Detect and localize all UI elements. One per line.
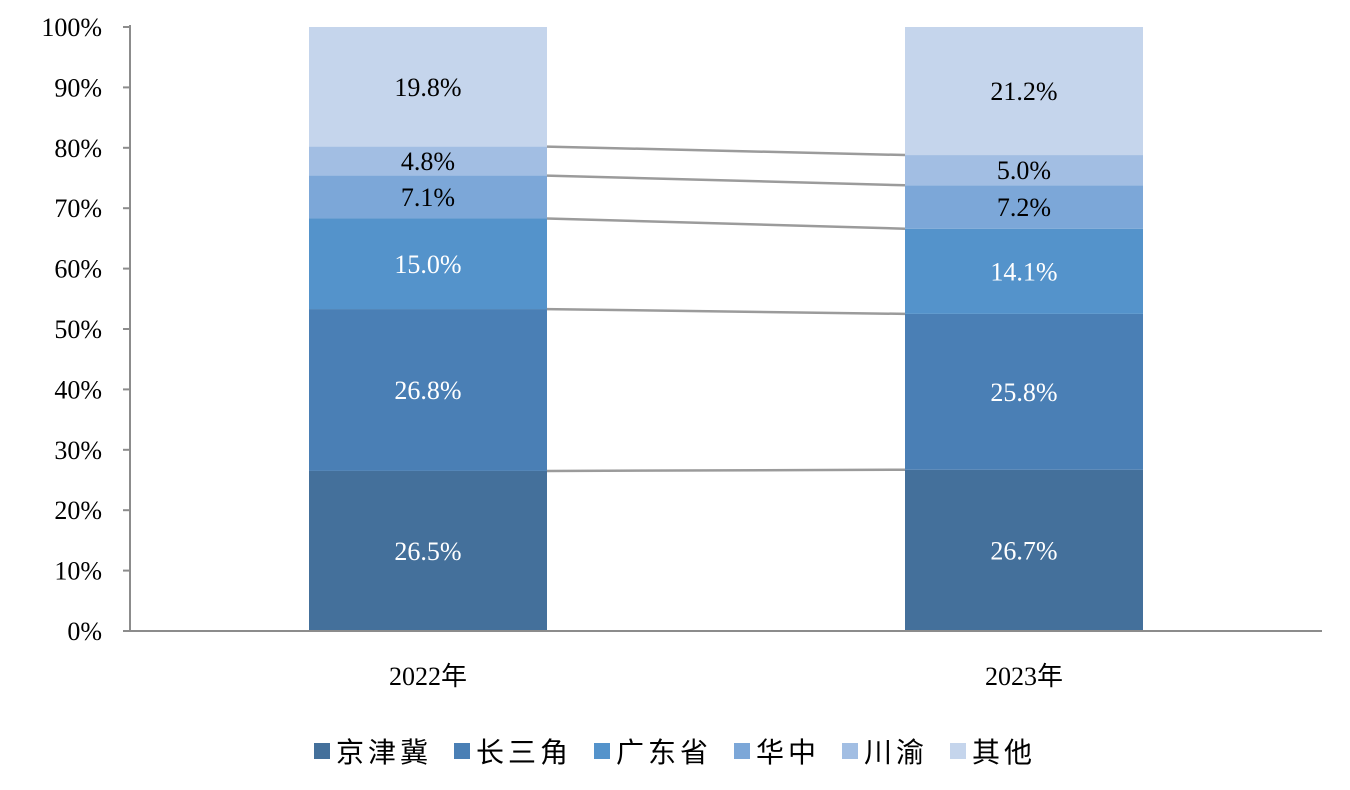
y-tick-label: 20% — [54, 496, 102, 525]
series-line — [546, 217, 906, 230]
bar-segment — [309, 175, 547, 219]
bar-segment — [309, 218, 547, 310]
data-label: 25.8% — [990, 378, 1057, 407]
legend-label: 华中 — [756, 736, 821, 769]
y-tick-label: 40% — [54, 375, 102, 404]
legend-swatch — [593, 743, 610, 759]
bar-segment — [309, 27, 547, 147]
legend-swatch — [842, 743, 859, 759]
data-label: 21.2% — [990, 77, 1057, 106]
bar-segment — [905, 469, 1143, 631]
legend-item: 长三角 — [453, 731, 572, 771]
y-tick-label: 90% — [54, 73, 102, 102]
bar-segment — [309, 470, 547, 631]
bar-segment — [905, 313, 1143, 470]
legend-item: 其他 — [950, 731, 1036, 771]
category-tick-label: 2023年 — [985, 662, 1063, 691]
legend-swatch — [734, 743, 750, 759]
legend: 京津冀 长三角 广东省 华中 川渝 其他 — [0, 726, 1350, 776]
data-label: 14.1% — [990, 257, 1057, 286]
data-label: 26.7% — [990, 536, 1057, 565]
y-tick-label: 100% — [41, 13, 102, 42]
series-line — [546, 307, 906, 316]
legend-item: 华中 — [734, 731, 820, 771]
data-label: 7.2% — [997, 193, 1051, 222]
y-tick-label: 30% — [54, 436, 102, 465]
legend-swatch — [453, 743, 470, 759]
y-tick-label: 70% — [54, 194, 102, 223]
bar-segment — [905, 27, 1143, 156]
stacked-bar-chart: 26.5% 26.8% 15.0% 7.1% 4.8% 19.8% 26.7% 25.8% 14… — [41, 13, 1322, 691]
series-lines-layer — [546, 145, 906, 473]
series-line — [546, 174, 906, 187]
series-line — [546, 145, 906, 157]
axes-layer: 2022年 2023年 0% 10% 20% 30% 40% 50% 60% 70% 80% 90% 1… — [41, 13, 1322, 691]
data-label: 4.8% — [401, 147, 455, 176]
data-label: 7.1% — [401, 183, 455, 212]
legend-item: 川渝 — [842, 731, 928, 771]
bar-segment — [905, 155, 1143, 186]
data-label: 15.0% — [394, 250, 461, 279]
data-label: 19.8% — [394, 73, 461, 102]
bar-segment — [905, 228, 1143, 314]
legend-item: 京津冀 — [313, 731, 432, 771]
y-tick-label: 80% — [54, 134, 102, 163]
legend-label: 其他 — [972, 736, 1037, 769]
data-labels-layer: 26.5% 26.8% 15.0% 7.1% 4.8% 19.8% 26.7% 25.8% 14… — [394, 73, 1057, 566]
legend-label: 京津冀 — [335, 736, 432, 769]
y-tick-label: 60% — [54, 255, 102, 284]
y-tick-label: 50% — [54, 315, 102, 344]
data-label: 26.5% — [394, 537, 461, 566]
legend-label: 川渝 — [864, 736, 929, 769]
data-label: 5.0% — [997, 156, 1051, 185]
legend-label: 长三角 — [475, 736, 572, 769]
legend-item: 广东省 — [593, 731, 712, 771]
y-tick-label: 10% — [54, 557, 102, 586]
legend-swatch — [950, 743, 967, 759]
legend-swatch — [313, 743, 330, 759]
bar-segment — [905, 185, 1143, 229]
bars-layer — [309, 27, 1143, 631]
series-line — [546, 468, 906, 473]
data-label: 26.8% — [394, 376, 461, 405]
bar-segment — [309, 146, 547, 176]
bar-segment — [309, 309, 547, 471]
y-tick-label: 0% — [67, 617, 102, 646]
category-tick-label: 2022年 — [389, 662, 467, 691]
legend-label: 广东省 — [615, 736, 712, 769]
